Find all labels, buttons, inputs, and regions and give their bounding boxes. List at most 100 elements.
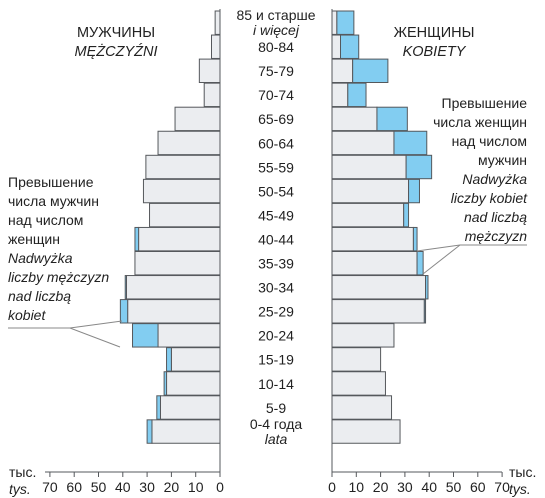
male-bar-45-49 <box>149 202 221 228</box>
male-bar-0-4 года <box>151 419 221 444</box>
male-tick-label-10: 10 <box>188 479 204 495</box>
age-label-9: 40-44 <box>258 231 294 247</box>
age-label-6: 55-59 <box>258 159 294 175</box>
male-tick-label-30: 30 <box>139 479 155 495</box>
male-excess-bar-30-34 <box>124 275 127 300</box>
excess-layer <box>119 10 433 444</box>
age-label-10: 35-39 <box>258 256 294 272</box>
male-tick-label-20: 20 <box>164 479 180 495</box>
male-tick-label-50: 50 <box>91 479 107 495</box>
age-label-1: 80-84 <box>258 39 294 55</box>
female-bar-60-64 <box>331 130 395 156</box>
female-bar-40-44 <box>331 226 414 252</box>
female-excess-annotation: Превышение числа женщин над числом мужчи… <box>433 95 528 244</box>
female-excess-bar-65-69 <box>376 106 408 132</box>
female-excess-line-2: числа женщин <box>433 114 527 130</box>
female-tick-label-0: 0 <box>328 479 336 495</box>
male-bar-20-24 <box>157 323 221 348</box>
male-excess-bar-0-4 года <box>146 419 153 444</box>
female-bar-25-29 <box>331 299 425 324</box>
female-excess-line-8: mężczyzn <box>465 228 527 244</box>
male-excess-bar-10-14 <box>163 371 168 396</box>
age-label-14: 15-19 <box>258 352 294 368</box>
age-label-16: 5-9 <box>266 400 286 416</box>
age-label-12: 25-29 <box>258 304 294 320</box>
female-tick-label-20: 20 <box>373 479 389 495</box>
female-bar-50-54 <box>331 178 410 204</box>
age-label-2: 75-79 <box>258 63 294 79</box>
male-unit-label: тыс. <box>9 464 36 480</box>
female-excess-bar-30-34 <box>425 275 429 300</box>
female-bar-80-84 <box>331 34 342 59</box>
female-excess-bar-60-64 <box>393 130 428 156</box>
age-label-8: 45-49 <box>258 207 294 223</box>
female-bar-55-59 <box>331 154 407 180</box>
male-excess-line-1: Превышение <box>8 174 94 190</box>
female-excess-line-6: liczby kobiet <box>451 190 528 206</box>
female-bar-45-49 <box>331 202 405 228</box>
male-bar-5-9 <box>159 395 221 420</box>
female-bar-20-24 <box>331 323 395 348</box>
male-excess-line-8: kobiet <box>8 307 46 323</box>
female-bar-85 и старше <box>331 10 338 35</box>
leaders-layer <box>8 244 527 348</box>
male-tick-label-70: 70 <box>42 479 58 495</box>
female-excess-leader-2 <box>422 244 461 275</box>
male-excess-line-5: Nadwyżka <box>8 250 73 266</box>
male-excess-line-3: над числом <box>8 212 83 228</box>
age-label-13: 20-24 <box>258 328 294 344</box>
male-tick-label-60: 60 <box>66 479 82 495</box>
male-title: МУЖЧИНЫ <box>77 25 155 41</box>
male-excess-bar-40-44 <box>134 226 140 252</box>
female-excess-bar-80-84 <box>340 34 360 59</box>
male-excess-bar-20-24 <box>132 323 159 348</box>
female-bar-70-74 <box>331 82 349 108</box>
female-title-pl: KOBIETY <box>403 44 467 60</box>
female-excess-leader-1 <box>416 244 461 252</box>
male-bar-30-34 <box>125 275 221 300</box>
male-bar-50-54 <box>142 178 221 204</box>
female-excess-line-7: nad liczbą <box>464 209 527 225</box>
female-bar-75-79 <box>331 58 354 83</box>
female-unit-label: тыс. <box>509 464 536 480</box>
female-excess-bar-85 и старше <box>336 10 355 35</box>
female-excess-line-5: Nadwyżka <box>462 171 527 187</box>
female-excess-line-1: Превышение <box>442 95 528 111</box>
female-excess-bar-25-29 <box>423 299 427 324</box>
female-tick-label-10: 10 <box>349 479 365 495</box>
female-tick-label-30: 30 <box>397 479 413 495</box>
male-bar-75-79 <box>198 58 221 83</box>
male-bar-25-29 <box>127 299 221 324</box>
male-excess-leader-2 <box>69 320 123 329</box>
male-bar-55-59 <box>145 154 221 180</box>
male-excess-bar-15-19 <box>166 347 172 372</box>
male-bar-70-74 <box>203 82 221 108</box>
age-label-0: 85 и старше <box>236 7 315 23</box>
female-tick-label-70: 70 <box>494 479 510 495</box>
bars-layer <box>125 10 427 444</box>
age-label-17: 0-4 года <box>250 416 303 432</box>
female-tick-label-40: 40 <box>421 479 437 495</box>
male-excess-line-6: liczby mężczyzn <box>8 269 109 285</box>
female-bar-5-9 <box>331 395 393 420</box>
age-label-pl-0: i więcej <box>253 22 300 38</box>
male-excess-bar-5-9 <box>156 395 161 420</box>
male-excess-line-4: женщин <box>8 231 60 247</box>
male-bar-15-19 <box>170 347 221 372</box>
male-bar-10-14 <box>166 371 221 396</box>
female-tick-label-60: 60 <box>470 479 486 495</box>
male-excess-leader-1 <box>8 327 121 348</box>
female-excess-bar-70-74 <box>347 82 367 108</box>
female-title: ЖЕНЩИНЫ <box>394 25 475 41</box>
male-excess-annotation: Превышение числа мужчин над числом женщи… <box>8 174 109 323</box>
age-label-3: 70-74 <box>258 87 294 103</box>
female-excess-bar-40-44 <box>412 226 418 252</box>
male-bar-80-84 <box>210 34 221 59</box>
axes-layer: 70 60 50 40 30 20 10 0 0 10 20 30 40 50 60 70 <box>42 9 510 495</box>
age-label-11: 30-34 <box>258 280 294 296</box>
male-title-pl: MĘŻCZYŹNI <box>75 43 158 60</box>
female-tick-label-50: 50 <box>446 479 462 495</box>
female-excess-bar-75-79 <box>352 58 389 83</box>
